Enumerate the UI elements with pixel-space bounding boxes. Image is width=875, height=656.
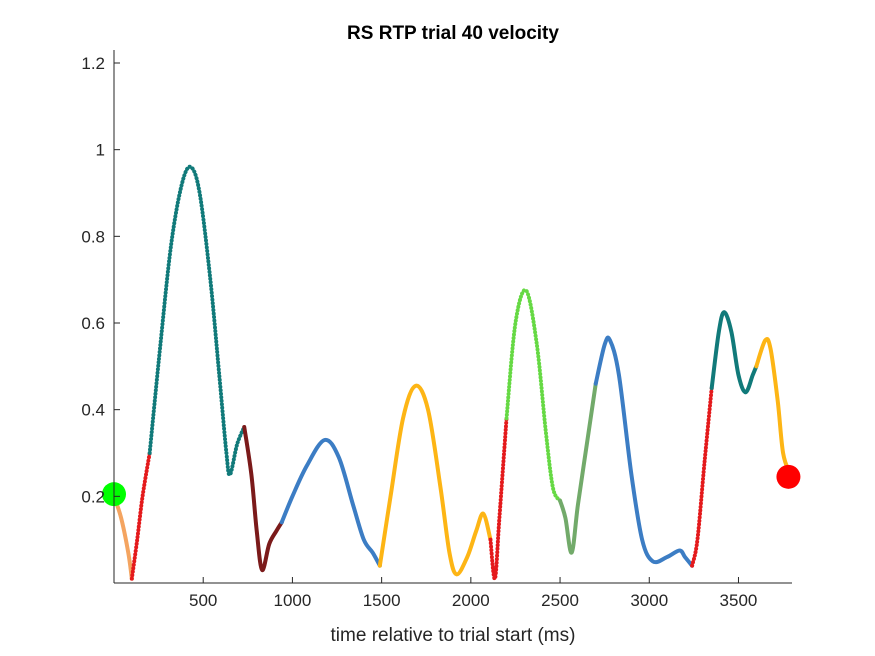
series-segment-9 — [558, 381, 598, 555]
plot-area — [114, 50, 792, 583]
y-tick-label: 1 — [96, 141, 105, 160]
y-ticks: 0.2 0.4 0.6 0.8 1 1.2 — [81, 54, 120, 506]
series-segment-11 — [690, 386, 714, 568]
series-segment-10 — [593, 335, 695, 568]
y-tick-label: 0.8 — [81, 227, 105, 246]
series-segment-12 — [709, 310, 759, 395]
x-tick-label: 2500 — [541, 591, 579, 610]
series-segment-2 — [129, 451, 152, 581]
series-segment-6 — [377, 383, 493, 577]
x-tick-label: 2000 — [452, 591, 490, 610]
series-segment-8 — [504, 287, 563, 503]
y-tick-label: 1.2 — [81, 54, 105, 73]
series-segment-5 — [279, 437, 382, 568]
series-segment-13 — [754, 337, 793, 477]
series-segment-7 — [488, 416, 509, 581]
series-segment-4 — [242, 425, 284, 573]
x-tick-label: 1500 — [363, 591, 401, 610]
x-axis-label: time relative to trial start (ms) — [331, 625, 576, 646]
x-tick-label: 1000 — [274, 591, 312, 610]
series-layer — [112, 164, 793, 581]
chart-title: RS RTP trial 40 velocity — [347, 23, 559, 44]
y-tick-label: 0.6 — [81, 314, 105, 333]
end-marker — [776, 464, 801, 489]
y-tick-label: 0.2 — [81, 487, 105, 506]
x-tick-label: 500 — [189, 591, 217, 610]
x-ticks: 500 1000 1500 2000 2500 3000 3500 — [189, 577, 757, 610]
series-segment-3 — [147, 164, 247, 477]
x-tick-label: 3500 — [720, 591, 758, 610]
y-tick-label: 0.4 — [81, 401, 105, 420]
x-tick-label: 3000 — [630, 591, 668, 610]
